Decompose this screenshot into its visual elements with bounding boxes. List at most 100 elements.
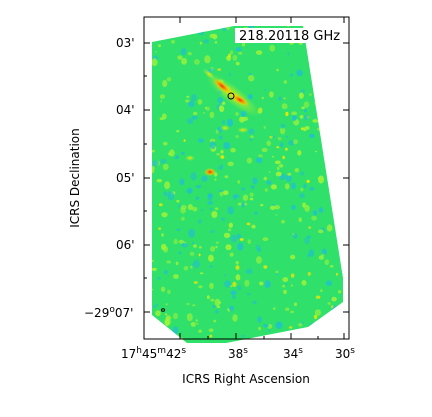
- noise-speck: [327, 90, 334, 98]
- svg-text:38s: 38s: [228, 346, 248, 361]
- noise-speck: [200, 209, 204, 212]
- noise-speck: [209, 68, 214, 72]
- noise-speck: [306, 179, 310, 183]
- noise-speck: [304, 125, 310, 130]
- noise-speck: [221, 217, 226, 222]
- noise-speck: [290, 284, 293, 287]
- noise-speck: [157, 277, 161, 280]
- noise-speck: [248, 75, 255, 82]
- noise-speck: [179, 178, 185, 186]
- noise-speck: [166, 260, 172, 264]
- noise-speck: [339, 325, 341, 328]
- noise-speck: [269, 44, 276, 52]
- noise-speck: [204, 55, 211, 64]
- noise-speck: [334, 26, 337, 28]
- noise-speck: [152, 26, 158, 29]
- noise-speck: [187, 117, 194, 125]
- noise-speck: [176, 199, 180, 203]
- noise-speck: [230, 285, 233, 288]
- noise-speck: [329, 265, 334, 268]
- noise-speck: [176, 155, 179, 159]
- noise-speck: [198, 329, 202, 333]
- noise-speck: [197, 27, 205, 36]
- noise-speck: [152, 325, 157, 331]
- noise-speck: [337, 152, 342, 156]
- noise-speck: [203, 39, 210, 44]
- noise-speck: [212, 305, 216, 308]
- noise-speck: [227, 161, 234, 167]
- noise-speck: [225, 244, 232, 251]
- y-tick-label-bottom: −29o07': [84, 305, 133, 320]
- noise-speck: [254, 211, 258, 215]
- noise-speck: [274, 334, 280, 338]
- noise-speck: [235, 135, 239, 139]
- noise-speck: [274, 205, 280, 210]
- noise-speck: [216, 305, 221, 308]
- noise-speck: [341, 272, 343, 276]
- noise-speck: [194, 59, 200, 65]
- noise-speck: [311, 215, 317, 221]
- noise-speck: [318, 175, 324, 184]
- noise-speck: [159, 94, 166, 99]
- noise-speck: [281, 220, 285, 224]
- noise-speck: [230, 147, 236, 153]
- noise-speck: [330, 305, 334, 309]
- noise-speck: [230, 290, 237, 296]
- noise-speck: [239, 238, 244, 241]
- noise-speck: [264, 188, 268, 192]
- noise-speck: [285, 174, 292, 182]
- noise-speck: [148, 298, 151, 301]
- noise-speck: [195, 184, 202, 189]
- y-tick-label: 03': [116, 36, 135, 50]
- svg-text:17h45m42s: 17h45m42s: [121, 346, 186, 361]
- noise-speck: [269, 91, 274, 98]
- y-tick-label: 04': [116, 103, 135, 117]
- noise-speck: [198, 246, 202, 249]
- noise-speck: [178, 239, 185, 244]
- noise-speck: [276, 68, 279, 72]
- noise-speck: [318, 229, 324, 234]
- noise-speck: [334, 142, 340, 148]
- noise-speck: [193, 244, 197, 248]
- noise-speck: [247, 239, 251, 245]
- noise-speck: [299, 115, 304, 119]
- noise-speck: [167, 152, 172, 156]
- noise-speck: [315, 150, 318, 153]
- noise-speck: [299, 92, 304, 99]
- x-tick-label: 30s: [335, 346, 355, 361]
- noise-speck: [281, 103, 288, 110]
- noise-speck: [248, 72, 252, 75]
- noise-speck: [192, 242, 195, 245]
- noise-speck: [296, 69, 303, 77]
- noise-speck: [342, 131, 343, 139]
- noise-speck: [282, 284, 286, 288]
- noise-speck: [152, 288, 154, 291]
- noise-speck: [301, 280, 307, 286]
- noise-speck: [222, 190, 229, 196]
- noise-speck: [155, 303, 159, 307]
- noise-speck: [230, 234, 237, 243]
- noise-speck: [272, 155, 275, 158]
- noise-speck: [336, 202, 341, 206]
- noise-speck: [307, 253, 310, 258]
- noise-speck: [241, 42, 246, 47]
- noise-speck: [232, 194, 238, 200]
- frequency-label: 218.20118 GHz: [235, 28, 340, 44]
- noise-speck: [309, 322, 314, 328]
- noise-speck: [341, 104, 343, 108]
- noise-speck: [255, 256, 262, 264]
- noise-speck: [161, 286, 166, 292]
- noise-speck: [307, 271, 311, 276]
- noise-speck: [238, 202, 242, 206]
- noise-speck: [312, 333, 318, 338]
- noise-speck: [247, 26, 255, 29]
- noise-speck: [320, 289, 323, 293]
- noise-speck: [146, 193, 151, 197]
- noise-speck: [261, 96, 264, 100]
- noise-speck: [327, 302, 331, 305]
- noise-speck: [326, 224, 333, 232]
- noise-speck: [303, 101, 310, 108]
- noise-speck: [334, 317, 341, 326]
- noise-speck: [217, 68, 222, 71]
- noise-speck: [221, 101, 226, 105]
